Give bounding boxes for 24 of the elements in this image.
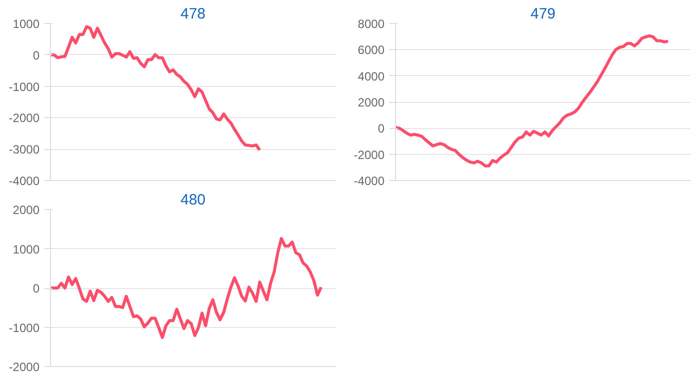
y-tick-label: 1000	[12, 242, 40, 256]
y-tick-label: 0	[32, 48, 40, 62]
y-tick-label: -4000	[8, 174, 40, 188]
chart-title: 479	[530, 6, 556, 22]
y-tick-label: 6000	[358, 43, 385, 58]
chart-title: 478	[180, 6, 206, 22]
y-tick-label: 2000	[358, 96, 385, 110]
y-tick-label: -2000	[354, 148, 385, 162]
y-tick-label: -4000	[354, 174, 385, 188]
line-series	[50, 25, 262, 152]
y-tick-label: 0	[378, 122, 385, 136]
y-tick-label: 0	[32, 282, 40, 296]
chart-title: 480	[180, 192, 206, 208]
y-tick-label: -2000	[8, 360, 40, 372]
y-tick-label: -3000	[8, 142, 40, 157]
y-tick-label: 8000	[358, 17, 385, 31]
y-tick-label: -1000	[8, 320, 40, 335]
y-tick-label: 2000	[12, 203, 40, 217]
line-series	[50, 237, 323, 339]
y-tick-label: -2000	[8, 111, 40, 126]
y-tick-label: -1000	[8, 80, 40, 94]
line-series	[396, 34, 670, 168]
y-tick-label: 4000	[358, 69, 385, 84]
y-tick-label: 1000	[12, 17, 40, 31]
